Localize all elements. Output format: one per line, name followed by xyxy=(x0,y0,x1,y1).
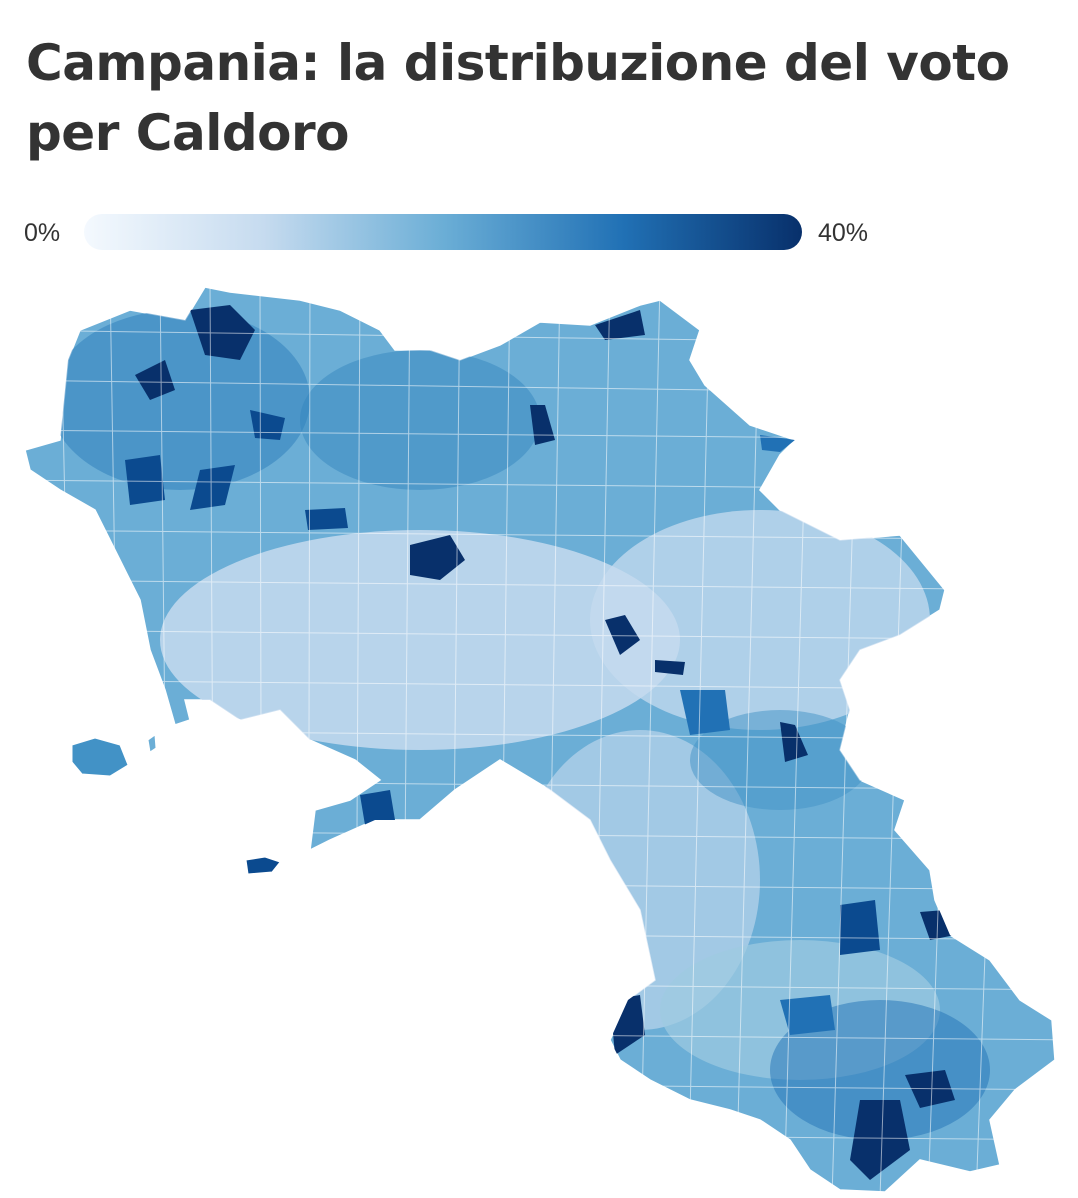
map-title: Campania: la distribuzione del voto per … xyxy=(26,34,1010,162)
island-capri xyxy=(245,856,281,875)
color-legend: 0% 40% xyxy=(0,208,1078,258)
islands xyxy=(71,734,281,875)
legend-gradient-bar xyxy=(84,214,802,250)
island-procida xyxy=(147,734,157,753)
choropleth-map xyxy=(24,286,1056,1193)
legend-max-label: 40% xyxy=(818,219,869,247)
legend-min-label: 0% xyxy=(24,219,61,247)
mainland xyxy=(24,286,1056,1193)
island-ischia xyxy=(71,737,129,777)
